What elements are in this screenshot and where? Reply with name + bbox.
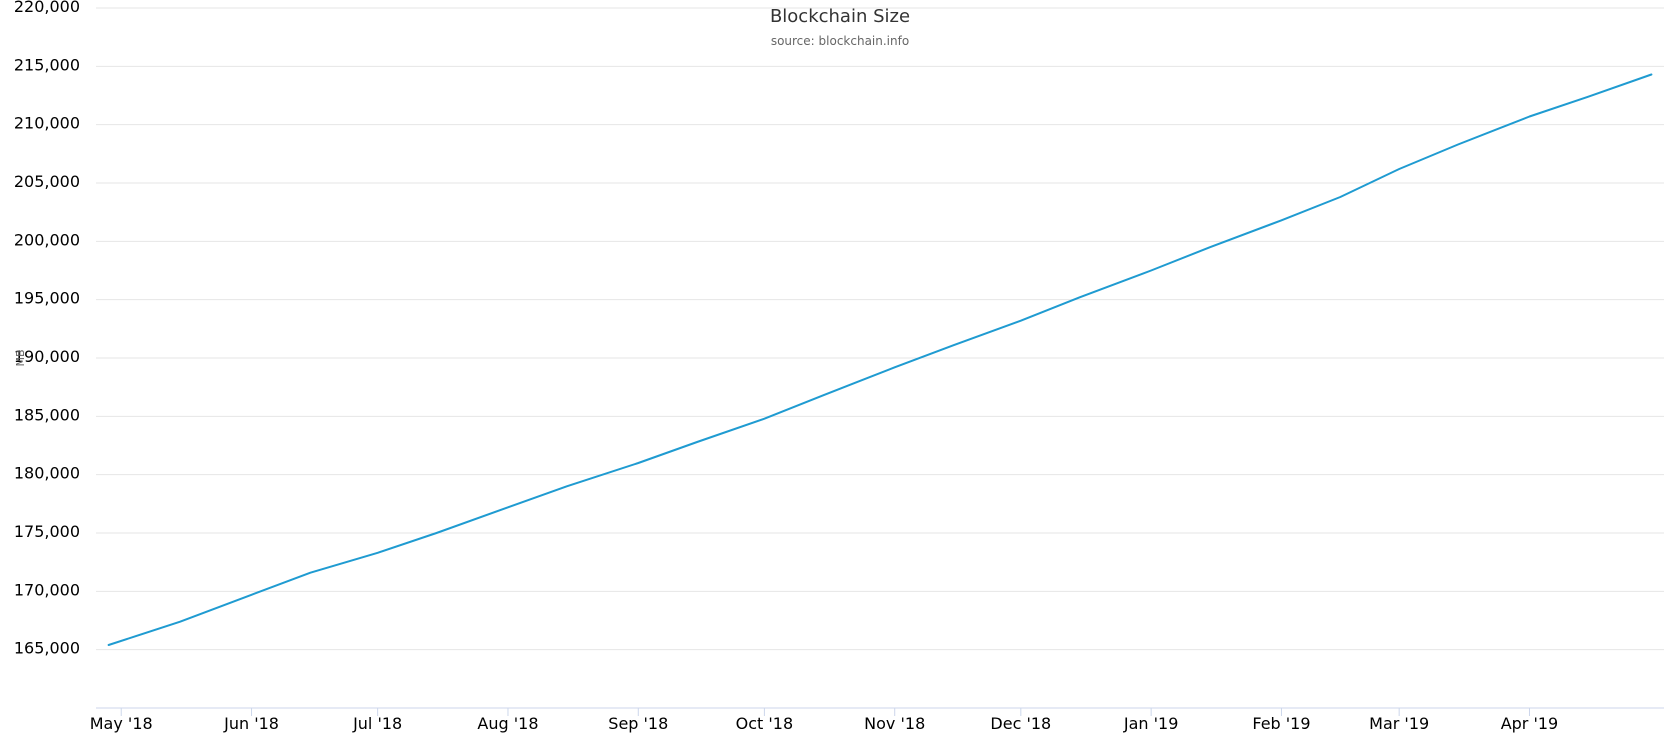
y-tick-label: 170,000 — [14, 580, 80, 599]
x-tick-label: Jun '18 — [223, 714, 279, 733]
y-tick-label: 205,000 — [14, 172, 80, 191]
y-tick-label: 175,000 — [14, 522, 80, 541]
x-tick-label: Nov '18 — [864, 714, 925, 733]
x-tick-label: Dec '18 — [990, 714, 1051, 733]
x-tick-label: Sep '18 — [608, 714, 668, 733]
y-tick-label: 220,000 — [14, 0, 80, 16]
x-tick-label: Jul '18 — [352, 714, 402, 733]
x-tick-label: Mar '19 — [1369, 714, 1429, 733]
x-tick-label: Feb '19 — [1252, 714, 1310, 733]
y-tick-label: 210,000 — [14, 114, 80, 133]
grid-lines — [96, 7, 1664, 651]
chart-title: Blockchain Size — [769, 6, 911, 27]
x-tick-label: Apr '19 — [1501, 714, 1559, 733]
x-tick-label: Oct '18 — [736, 714, 794, 733]
y-tick-label: 215,000 — [14, 55, 80, 74]
y-axis-ticks: 165,000 170,000 175,000 180,000 185,000 190,0… — [14, 0, 80, 658]
x-axis-ticks: May '18 Jun '18 Jul '18 Aug '18 Sep '18 Oct '… — [90, 708, 1558, 733]
series-layer — [107, 73, 1653, 646]
y-tick-label: 195,000 — [14, 289, 80, 308]
y-axis-label: MB — [14, 349, 27, 366]
y-tick-label: 200,000 — [14, 230, 80, 249]
y-tick-label: 190,000 — [14, 347, 80, 366]
y-tick-label: 180,000 — [14, 464, 80, 483]
chart-subtitle: source: blockchain.info — [770, 34, 910, 48]
x-tick-label: Jan '19 — [1123, 714, 1179, 733]
x-tick-label: May '18 — [90, 714, 153, 733]
y-tick-label: 185,000 — [14, 405, 80, 424]
series-line — [107, 73, 1653, 646]
y-tick-label: 165,000 — [14, 639, 80, 658]
x-tick-label: Aug '18 — [477, 714, 538, 733]
